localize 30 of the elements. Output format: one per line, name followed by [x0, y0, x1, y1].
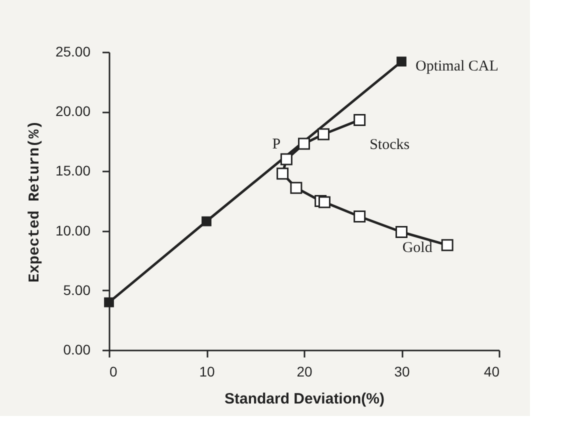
point	[354, 114, 366, 126]
point	[280, 153, 292, 166]
y-tick-label: 25.00	[55, 44, 91, 60]
point	[202, 216, 212, 226]
annotation: P	[272, 136, 281, 152]
point	[104, 297, 114, 308]
x-axis-title: Standard Deviation(%)	[224, 390, 385, 408]
x-tick-label: 10	[199, 364, 215, 380]
point	[396, 56, 406, 66]
y-axis-title: Expected Return(%)	[26, 120, 44, 283]
y-tick-label: 10.00	[55, 222, 91, 238]
annotation: Gold	[402, 240, 433, 256]
y-tick-label: 0.00	[63, 342, 91, 358]
series-label: Optimal CAL	[416, 58, 498, 75]
y-tick-label: 20.00	[55, 103, 91, 120]
point	[298, 138, 310, 150]
point	[396, 226, 408, 238]
point	[441, 239, 454, 252]
x-tick-label: 40	[484, 364, 500, 380]
x-tick-label: 20	[296, 364, 312, 380]
y-tick-label: 5.00	[63, 282, 91, 298]
point	[354, 210, 366, 222]
x-tick-label: 30	[394, 364, 410, 380]
point	[290, 182, 302, 194]
point	[276, 168, 289, 180]
x-tick-label: 0	[110, 364, 118, 380]
point	[318, 196, 330, 208]
point	[318, 128, 330, 140]
y-tick-label: 15.00	[55, 162, 91, 179]
annotation: Stocks	[370, 136, 410, 153]
